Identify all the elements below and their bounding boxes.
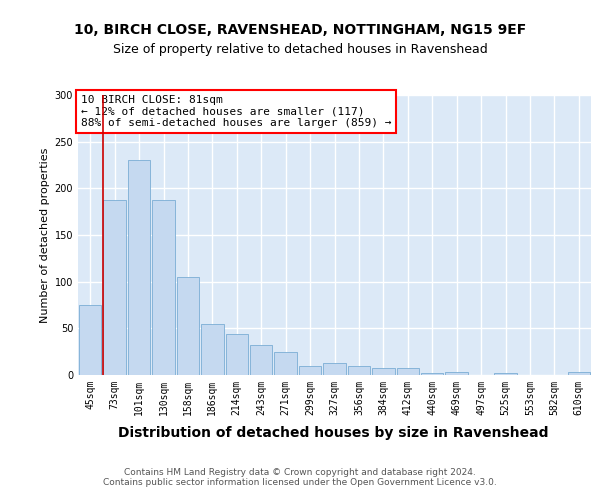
Text: Size of property relative to detached houses in Ravenshead: Size of property relative to detached ho… <box>113 42 487 56</box>
Text: 10, BIRCH CLOSE, RAVENSHEAD, NOTTINGHAM, NG15 9EF: 10, BIRCH CLOSE, RAVENSHEAD, NOTTINGHAM,… <box>74 22 526 36</box>
Bar <box>494 373 517 375</box>
Bar <box>299 366 322 375</box>
Bar <box>397 368 419 375</box>
Text: Contains HM Land Registry data © Crown copyright and database right 2024.
Contai: Contains HM Land Registry data © Crown c… <box>103 468 497 487</box>
Bar <box>347 366 370 375</box>
Bar <box>323 363 346 375</box>
Bar <box>226 334 248 375</box>
Text: 10 BIRCH CLOSE: 81sqm
← 12% of detached houses are smaller (117)
88% of semi-det: 10 BIRCH CLOSE: 81sqm ← 12% of detached … <box>80 95 391 128</box>
Bar <box>445 372 468 375</box>
Bar <box>421 373 443 375</box>
Bar <box>152 200 175 375</box>
Y-axis label: Number of detached properties: Number of detached properties <box>40 148 50 322</box>
Bar <box>128 160 151 375</box>
Bar <box>176 277 199 375</box>
Bar <box>274 352 297 375</box>
Bar <box>103 200 126 375</box>
Text: Distribution of detached houses by size in Ravenshead: Distribution of detached houses by size … <box>118 426 548 440</box>
Bar <box>372 368 395 375</box>
Bar <box>201 324 224 375</box>
Bar <box>568 372 590 375</box>
Bar <box>250 345 272 375</box>
Bar <box>79 305 101 375</box>
